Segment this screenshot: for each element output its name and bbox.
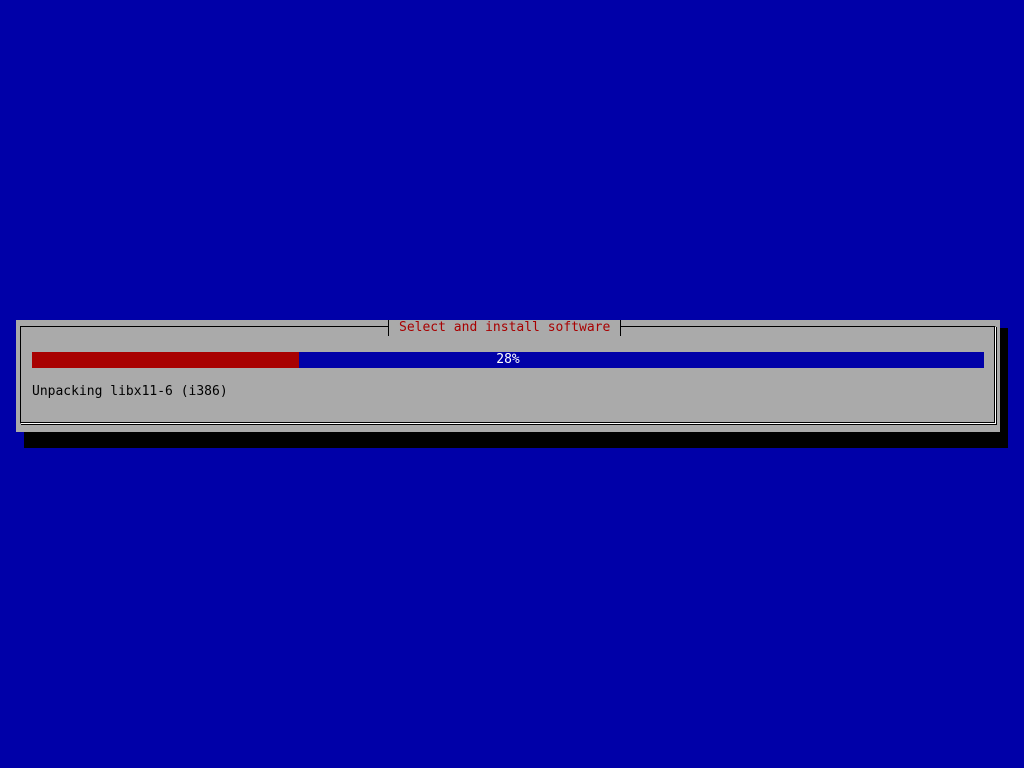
install-dialog: Select and install software 28% Unpackin…	[16, 320, 1000, 432]
status-text: Unpacking libx11-6 (i386)	[32, 384, 228, 399]
progress-bar: 28%	[32, 352, 984, 368]
dialog-frame	[20, 326, 996, 424]
progress-fill	[32, 352, 299, 368]
progress-label: 28%	[496, 352, 520, 367]
dialog-title: Select and install software	[388, 320, 622, 336]
